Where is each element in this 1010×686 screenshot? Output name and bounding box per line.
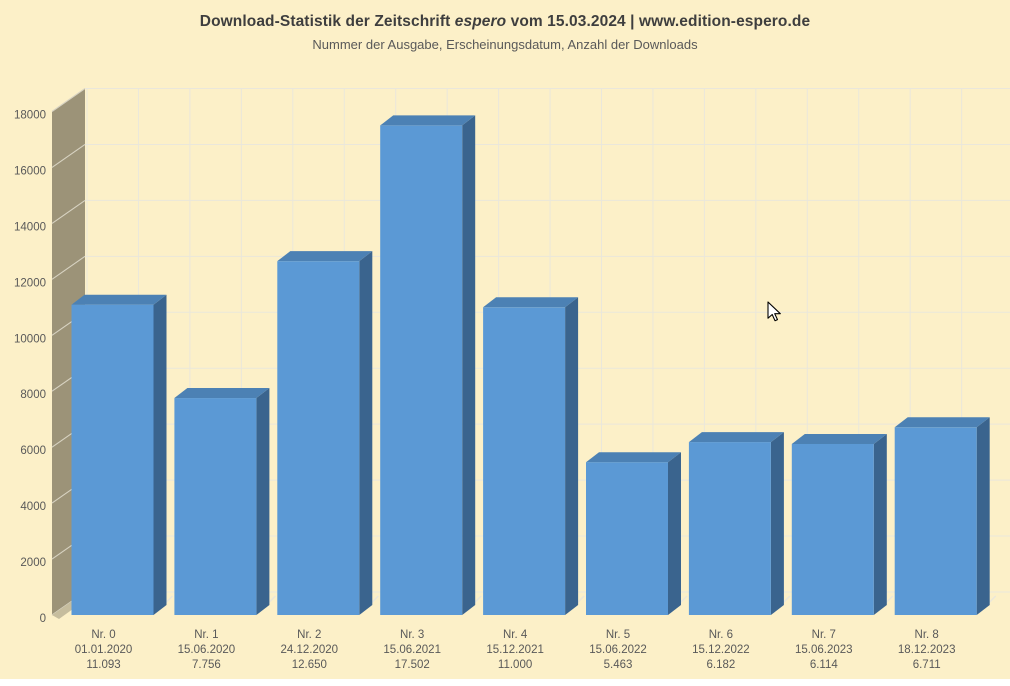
bar-side-face — [873, 433, 887, 615]
bar-side-face — [359, 251, 373, 616]
category-number-label: Nr. 8 — [915, 629, 939, 641]
chart-title: Download-Statistik der Zeitschrift esper… — [0, 13, 1010, 31]
category-date-label: 15.06.2022 — [589, 644, 647, 656]
category-date-label: 15.12.2021 — [486, 644, 544, 656]
y-axis-label: 16000 — [14, 165, 46, 177]
category-downloads-label: 12.650 — [292, 659, 327, 671]
y-axis-label: 2000 — [20, 557, 46, 569]
category-number-label: Nr. 1 — [194, 629, 218, 641]
category-number-label: Nr. 0 — [91, 629, 115, 641]
bar-front-face — [174, 398, 257, 615]
bar-top-face — [586, 452, 681, 463]
category-date-label: 15.06.2021 — [383, 644, 441, 656]
category-downloads-label: 6.711 — [913, 659, 941, 671]
bar-side-face — [976, 417, 990, 615]
category-number-label: Nr. 6 — [709, 629, 733, 641]
y-axis-label: 18000 — [14, 110, 46, 122]
bar-top-face — [894, 417, 990, 428]
category-downloads-label: 11.000 — [498, 659, 532, 671]
bar-front-face — [483, 307, 566, 615]
bar-front-face — [71, 304, 154, 615]
bar-side-face — [770, 432, 784, 615]
bar-top-face — [174, 388, 270, 399]
bar-side-face — [462, 115, 476, 615]
mouse-cursor — [767, 301, 781, 322]
bar-front-face — [894, 427, 977, 615]
chart-subtitle: Nummer der Ausgabe, Erscheinungsdatum, A… — [312, 37, 698, 52]
y-axis-label: 8000 — [20, 389, 46, 401]
y-axis-label: 4000 — [20, 501, 46, 513]
category-number-label: Nr. 2 — [297, 629, 321, 641]
category-number-label: Nr. 7 — [812, 629, 836, 641]
category-date-label: 01.01.2020 — [75, 644, 133, 656]
category-number-label: Nr. 3 — [400, 629, 424, 641]
bar-side-face — [153, 294, 167, 615]
bar-top-face — [791, 433, 887, 444]
y-axis-label: 6000 — [20, 445, 46, 457]
category-downloads-label: 7.756 — [192, 659, 221, 671]
bar-top-face — [277, 251, 373, 262]
bar-front-face — [688, 442, 771, 615]
y-axis-label: 12000 — [14, 277, 46, 289]
bar-front-face — [791, 443, 874, 615]
category-date-label: 15.12.2022 — [692, 644, 750, 656]
category-downloads-label: 6.114 — [810, 659, 839, 671]
category-number-label: Nr. 4 — [503, 629, 528, 641]
wall-gridline — [51, 199, 86, 224]
category-date-label: 15.06.2023 — [795, 644, 853, 656]
category-date-label: 24.12.2020 — [281, 644, 339, 656]
y-axis-label: 0 — [40, 613, 46, 625]
category-downloads-label: 5.463 — [604, 659, 633, 671]
y-axis-label: 14000 — [14, 221, 46, 233]
chart-header: Download-Statistik der Zeitschrift esper… — [0, 13, 1010, 52]
category-number-label: Nr. 5 — [606, 629, 630, 641]
bar-side-face — [668, 452, 681, 615]
bar-top-face — [688, 432, 784, 443]
category-downloads-label: 17.502 — [395, 659, 430, 671]
bar-front-face — [277, 261, 360, 615]
chart-title-text: Download-Statistik der Zeitschrift — [199, 13, 455, 30]
y-axis-label: 10000 — [14, 333, 46, 345]
category-date-label: 18.12.2023 — [898, 644, 956, 656]
wall-gridline — [51, 143, 86, 168]
wall-gridline — [51, 255, 86, 280]
bar-top-face — [71, 294, 167, 305]
bar-front-face — [380, 125, 463, 615]
bar-side-face — [256, 388, 270, 615]
bar-front-face — [586, 462, 668, 615]
title-emphasis: espero — [454, 13, 507, 30]
chart-title-suffix: vom 15.03.2024 | www.edition-espero.de — [506, 13, 811, 30]
category-downloads-label: 6.182 — [707, 659, 736, 671]
category-downloads-label: 11.093 — [86, 659, 120, 671]
bar-top-face — [380, 115, 476, 126]
bar-side-face — [565, 297, 579, 615]
bar-top-face — [483, 297, 579, 308]
wall-gridline — [51, 88, 86, 112]
category-date-label: 15.06.2020 — [178, 644, 236, 656]
